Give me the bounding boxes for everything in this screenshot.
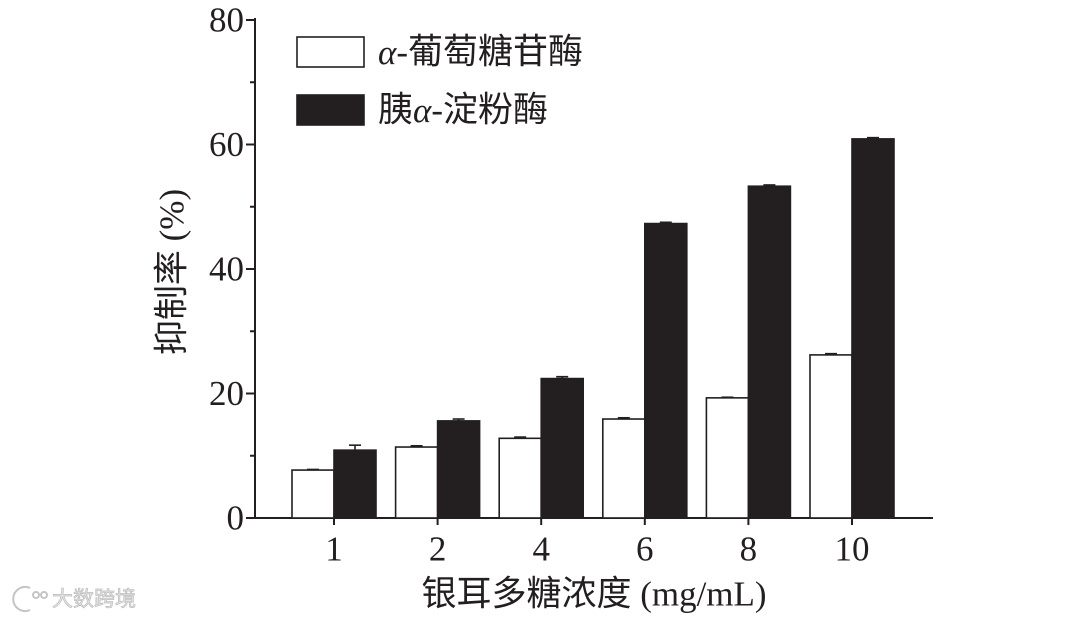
error-bar — [452, 418, 465, 421]
bar-series-1-1 — [333, 449, 377, 519]
bar-series-0-2 — [394, 446, 439, 519]
error-bar — [410, 444, 423, 448]
x-axis-title: 银耳多糖浓度 (mg/mL) — [421, 575, 766, 614]
legend-swatch — [296, 36, 365, 68]
y-tick-label: 80 — [209, 1, 244, 40]
x-tick-label: 4 — [532, 530, 550, 569]
logo-dot — [32, 591, 40, 599]
bar-series-1-4 — [540, 377, 585, 519]
error-bar — [617, 416, 630, 420]
error-bars-group — [307, 136, 879, 471]
error-bar — [763, 184, 776, 187]
x-tick-label: 8 — [740, 530, 758, 569]
bar-series-0-4 — [498, 437, 543, 519]
error-bar — [307, 468, 319, 471]
x-tick-label: 6 — [636, 530, 654, 569]
bar-series-0-6 — [601, 418, 646, 519]
logo-dot — [40, 591, 48, 599]
legend-label: α-葡萄糖苷酶 — [378, 33, 583, 72]
ticks-group: 0 20 40 60 80 1 2 4 6 8 10 — [209, 1, 870, 569]
alpha-symbol: α — [413, 91, 432, 130]
error-bar — [556, 375, 569, 379]
bar-series-0-10 — [809, 354, 853, 519]
error-bar — [659, 221, 672, 224]
y-tick-label: 40 — [209, 250, 244, 289]
watermark-text: 大数跨境 — [52, 587, 136, 611]
y-tick-label: 0 — [227, 499, 245, 538]
error-bar — [721, 396, 734, 399]
legend-label: 胰α-淀粉酶 — [378, 91, 548, 130]
legend-item-0: α-葡萄糖苷酶 — [296, 33, 583, 72]
y-tick-label: 60 — [209, 125, 244, 164]
y-tick-label: 20 — [209, 374, 244, 413]
watermark: 大数跨境 — [12, 586, 136, 612]
bar-series-1-10 — [851, 138, 895, 519]
bar-series-1-6 — [643, 222, 688, 519]
bar-series-1-8 — [747, 185, 792, 519]
error-bar — [514, 436, 527, 439]
y-axis-title: 抑制率 (%) — [153, 189, 192, 355]
legend-swatch — [296, 94, 365, 126]
bars-group — [291, 138, 895, 519]
error-bar — [825, 352, 837, 355]
error-bar — [349, 444, 361, 451]
error-bar — [867, 136, 879, 139]
x-tick-label: 10 — [835, 530, 870, 569]
bar-series-0-8 — [705, 397, 750, 519]
bar-series-1-2 — [436, 420, 481, 519]
x-tick-label: 2 — [429, 530, 447, 569]
logo-arc — [12, 586, 31, 612]
logo-icon — [12, 586, 48, 612]
x-tick-label: 1 — [325, 530, 343, 569]
bar-series-0-1 — [291, 469, 335, 519]
alpha-symbol: α — [378, 33, 397, 72]
legend-item-1: 胰α-淀粉酶 — [296, 91, 548, 130]
